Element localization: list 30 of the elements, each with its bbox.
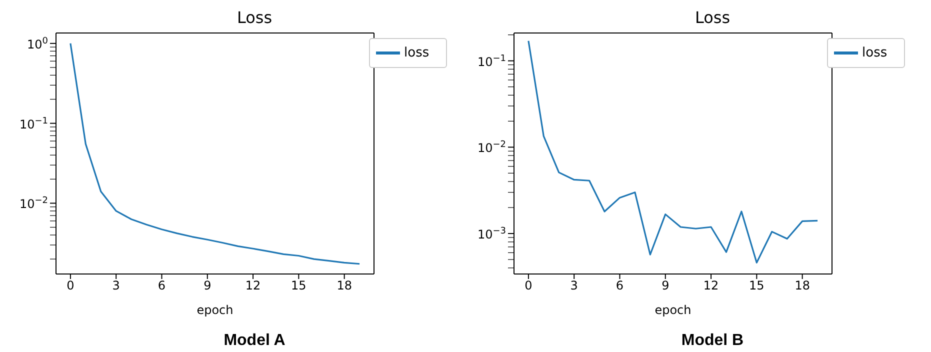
- x-axis-title: epoch: [196, 303, 234, 317]
- x-tick-label: 3: [112, 278, 120, 293]
- text: Model B: [680, 332, 745, 350]
- x-tick-label: 6: [158, 278, 166, 293]
- line-series: [528, 40, 818, 264]
- x-tick-label: 15: [749, 278, 764, 293]
- y-tick-label: 10$^{−3}$: [477, 226, 506, 242]
- x-tick-label: 9: [662, 278, 670, 293]
- x-axis-title: epoch: [654, 303, 692, 317]
- y-tick-label: 10$^{−2}$: [19, 196, 48, 212]
- x-tick-label: 0: [524, 278, 532, 293]
- line-series: [70, 42, 360, 265]
- x-tick-label: 9: [204, 278, 212, 293]
- x-tick-label: 12: [703, 278, 719, 293]
- y-tick-label: 10$^{0}$: [26, 36, 48, 52]
- chart-title: Loss: [694, 8, 732, 28]
- x-tick-label: 0: [66, 278, 74, 293]
- x-tick-label: 18: [794, 278, 810, 293]
- chart-title: Loss: [236, 8, 274, 28]
- text: Model A: [222, 332, 286, 350]
- y-tick-label: 10$^{−1}$: [477, 54, 506, 69]
- x-tick-label: 6: [616, 278, 624, 293]
- legend-label: loss: [862, 46, 888, 61]
- x-tick-label: 3: [570, 278, 578, 293]
- x-tick-label: 15: [291, 278, 306, 293]
- y-tick-label: 10$^{−2}$: [477, 140, 506, 156]
- legend-label: loss: [404, 46, 430, 61]
- y-tick-label: 10$^{−1}$: [19, 116, 48, 132]
- x-tick-label: 12: [245, 278, 261, 293]
- x-tick-label: 18: [336, 278, 352, 293]
